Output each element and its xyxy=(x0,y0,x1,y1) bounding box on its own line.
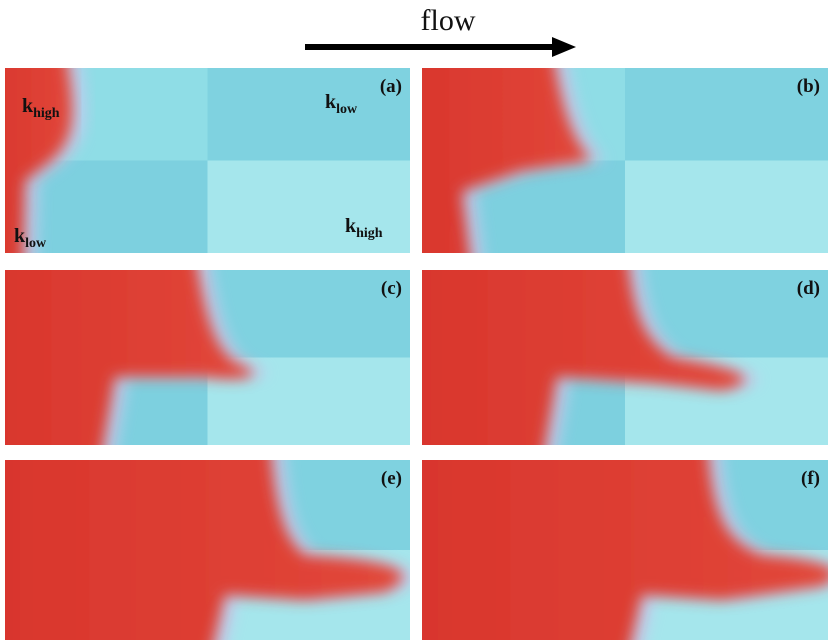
quadrant xyxy=(625,161,828,254)
panel: (d) xyxy=(402,251,828,465)
figure: flow (a)(b)(c)(d)(e)(f) khigh klow klow … xyxy=(0,0,833,643)
photo xyxy=(0,251,410,465)
panel: (a) xyxy=(0,47,410,273)
quadrant xyxy=(208,270,411,358)
photo xyxy=(0,440,417,643)
panels: (a) (b) (c) (d) (e) (f) xyxy=(0,47,833,643)
flow-arrow xyxy=(305,37,576,57)
panel-label: (f) xyxy=(801,468,820,489)
flow-title: flow xyxy=(421,4,476,37)
panel-label: (e) xyxy=(381,468,402,489)
panel-label: (c) xyxy=(381,278,402,299)
panel-label: (b) xyxy=(797,76,820,97)
page: flow (a)(b)(c)(d)(e)(f) khigh klow klow … xyxy=(0,0,833,643)
photo xyxy=(402,440,833,643)
panel: (c) xyxy=(0,251,410,465)
panel: (f) xyxy=(402,440,833,643)
photo xyxy=(0,47,410,273)
panel: (b) xyxy=(402,47,828,273)
panel-label: (a) xyxy=(380,76,402,97)
panel-label: (d) xyxy=(797,278,820,299)
panel: (e) xyxy=(0,440,417,643)
photo xyxy=(402,251,828,465)
photo xyxy=(402,47,828,273)
